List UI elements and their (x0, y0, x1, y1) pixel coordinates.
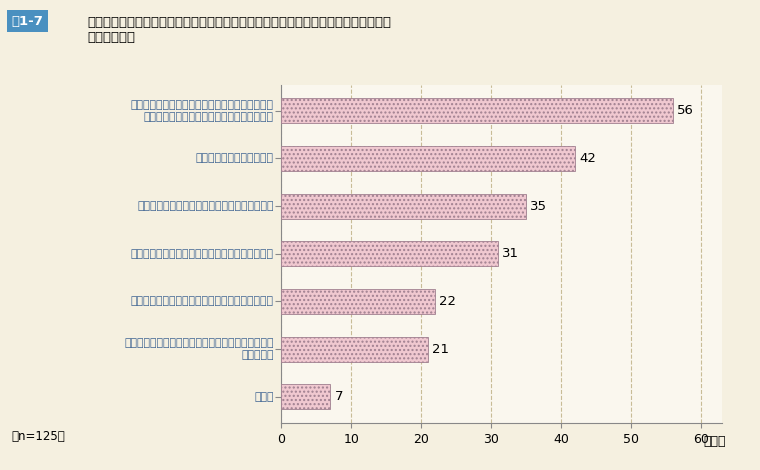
Text: 35: 35 (530, 200, 547, 212)
Text: その他: その他 (254, 392, 274, 402)
Bar (281, 146, 575, 171)
Text: 「所属組織や倫理審査会の相談・通報窓口に相談・確認する」を選択しなかった理由: 「所属組織や倫理審査会の相談・通報窓口に相談・確認する」を選択しなかった理由 (87, 16, 391, 30)
Text: 所属組織や倫理審査会の相談・通報窓口の連絡先が
分からない: 所属組織や倫理審査会の相談・通報窓口の連絡先が 分からない (124, 338, 274, 360)
Bar (281, 289, 435, 314)
Text: 56: 56 (677, 104, 694, 118)
Text: （人）: （人） (703, 435, 726, 448)
Bar (281, 98, 673, 123)
Bar (281, 337, 428, 361)
Text: 図1-7: 図1-7 (11, 15, 43, 28)
Text: 相談等しても解決にはつながらないと感じている: 相談等しても解決にはつながらないと感じている (131, 249, 274, 259)
Bar (281, 242, 498, 266)
Text: 相談・通報後の対応が面倒: 相談・通報後の対応が面倒 (195, 154, 274, 164)
Text: 22: 22 (439, 295, 456, 308)
Text: 42: 42 (579, 152, 596, 165)
Text: 自分自身が不利益な取扱いを受けるおそれがある: 自分自身が不利益な取扱いを受けるおそれがある (131, 297, 274, 306)
Bar (281, 384, 330, 409)
Text: 同僚が違反行為をしていなかった場合に、本人や
職場の他の職員に迷惑がかかるおそれがある: 同僚が違反行為をしていなかった場合に、本人や 職場の他の職員に迷惑がかかるおそれ… (131, 100, 274, 122)
Bar (281, 194, 526, 219)
Text: （複数回答）: （複数回答） (87, 31, 135, 44)
Text: 自分には関係がない、他人のことは関心がない: 自分には関係がない、他人のことは関心がない (137, 201, 274, 211)
Text: 7: 7 (334, 390, 343, 403)
Text: 21: 21 (432, 343, 449, 356)
Text: 31: 31 (502, 247, 519, 260)
Text: （n=125）: （n=125） (11, 430, 65, 443)
